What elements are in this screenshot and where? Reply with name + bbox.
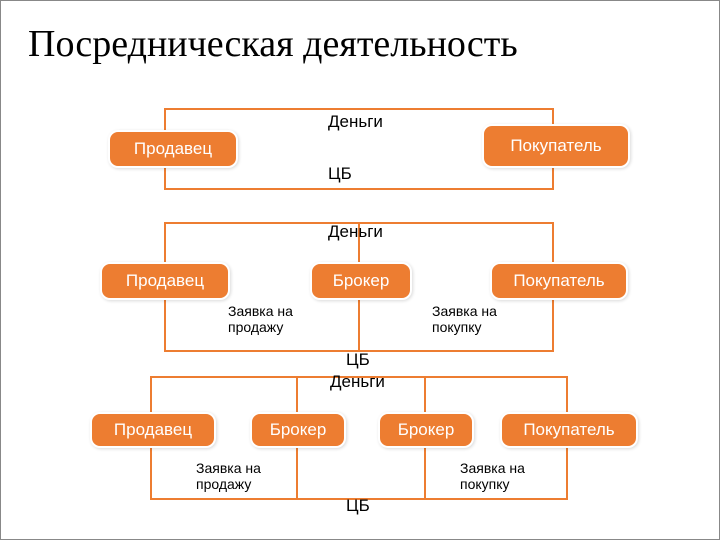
r3-buyer: Покупатель — [500, 412, 638, 448]
page-title: Посредническая деятельность — [28, 22, 518, 66]
r3-seller: Продавец — [90, 412, 216, 448]
r3-broker2: Брокер — [378, 412, 474, 448]
r1-bot-h — [164, 188, 554, 190]
r1-buyer: Покупатель — [482, 124, 630, 168]
r2-bot-left-v — [164, 300, 166, 352]
r2-buyer: Покупатель — [490, 262, 628, 300]
r3-top-left-v — [150, 376, 152, 412]
r1-cb-label: ЦБ — [328, 164, 352, 184]
r2-bot-right-v — [552, 300, 554, 352]
r1-bot-right-v — [552, 168, 554, 190]
r2-buy-order: Заявка на покупку — [432, 303, 497, 335]
r2-cb-label: ЦБ — [346, 350, 370, 370]
r2-top-left-v — [164, 222, 166, 262]
r3-buy-order: Заявка на покупку — [460, 460, 525, 492]
r3-broker1: Брокер — [250, 412, 346, 448]
r2-seller: Продавец — [100, 262, 230, 300]
r2-money-label: Деньги — [328, 222, 383, 242]
r1-money-label: Деньги — [328, 112, 383, 132]
r3-sell-order: Заявка на продажу — [196, 460, 261, 492]
r3-cb-label: ЦБ — [346, 496, 370, 516]
r3-b1-top-v — [296, 376, 298, 412]
r2-sell-order: Заявка на продажу — [228, 303, 293, 335]
r3-bot-left-v — [150, 448, 152, 500]
r3-b2-top-v — [424, 376, 426, 412]
r3-top-right-v — [566, 376, 568, 412]
r3-b1-bot-v — [296, 448, 298, 500]
r1-bot-left-v — [164, 168, 166, 190]
r1-seller: Продавец — [108, 130, 238, 168]
r3-b2-bot-v — [424, 448, 426, 500]
r2-broker-bot-v — [358, 300, 360, 352]
r3-money-label: Деньги — [330, 372, 385, 392]
r2-top-right-v — [552, 222, 554, 262]
r1-top-h — [164, 108, 554, 110]
r3-bot-right-v — [566, 448, 568, 500]
r2-broker: Брокер — [310, 262, 412, 300]
r1-top-left-v — [164, 108, 166, 130]
